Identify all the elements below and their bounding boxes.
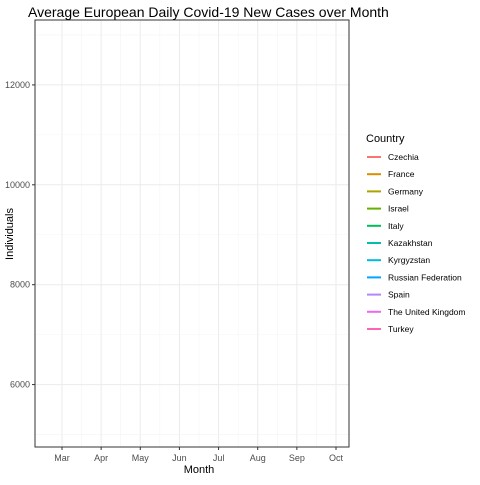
legend-label: Israel bbox=[388, 204, 409, 214]
y-tick-label: 8000 bbox=[10, 280, 30, 290]
legend-label: Russian Federation bbox=[388, 272, 462, 282]
x-tick-label: Jun bbox=[172, 453, 187, 463]
x-axis-label: Month bbox=[184, 464, 215, 476]
plot-border bbox=[34, 19, 350, 448]
y-axis-label: Individuals bbox=[4, 208, 16, 260]
legend-label: Spain bbox=[388, 290, 410, 300]
legend-label: Turkey bbox=[388, 324, 414, 334]
legend-label: France bbox=[388, 169, 415, 179]
x-tick-label: Oct bbox=[329, 453, 344, 463]
axes: Mar Apr May Jun Jul Aug Sep Oct 6000 8000 10000 120… bbox=[5, 80, 344, 463]
legend-label: The United Kingdom bbox=[388, 307, 466, 317]
y-tick-label: 10000 bbox=[5, 180, 30, 190]
y-tick-label: 12000 bbox=[5, 80, 30, 90]
chart-title: Average European Daily Covid-19 New Case… bbox=[28, 4, 389, 20]
legend-label: Italy bbox=[388, 221, 404, 231]
grid-lines bbox=[35, 20, 349, 447]
x-tick-label: Aug bbox=[250, 453, 266, 463]
y-tick-label: 6000 bbox=[10, 380, 30, 390]
x-tick-label: Apr bbox=[94, 453, 108, 463]
x-tick-label: Sep bbox=[289, 453, 305, 463]
x-tick-label: Mar bbox=[54, 453, 70, 463]
x-tick-label: May bbox=[132, 453, 150, 463]
legend-label: Czechia bbox=[388, 152, 419, 162]
plot-panel bbox=[35, 20, 349, 447]
legend-label: Germany bbox=[388, 186, 424, 196]
legend-label: Kyrgyzstan bbox=[388, 255, 430, 265]
legend-label: Kazakhstan bbox=[388, 238, 433, 248]
legend-title: Country bbox=[366, 133, 405, 145]
x-tick-label: Jul bbox=[213, 453, 225, 463]
legend: Country Czechia France Germany Israel Italy K… bbox=[366, 133, 466, 334]
